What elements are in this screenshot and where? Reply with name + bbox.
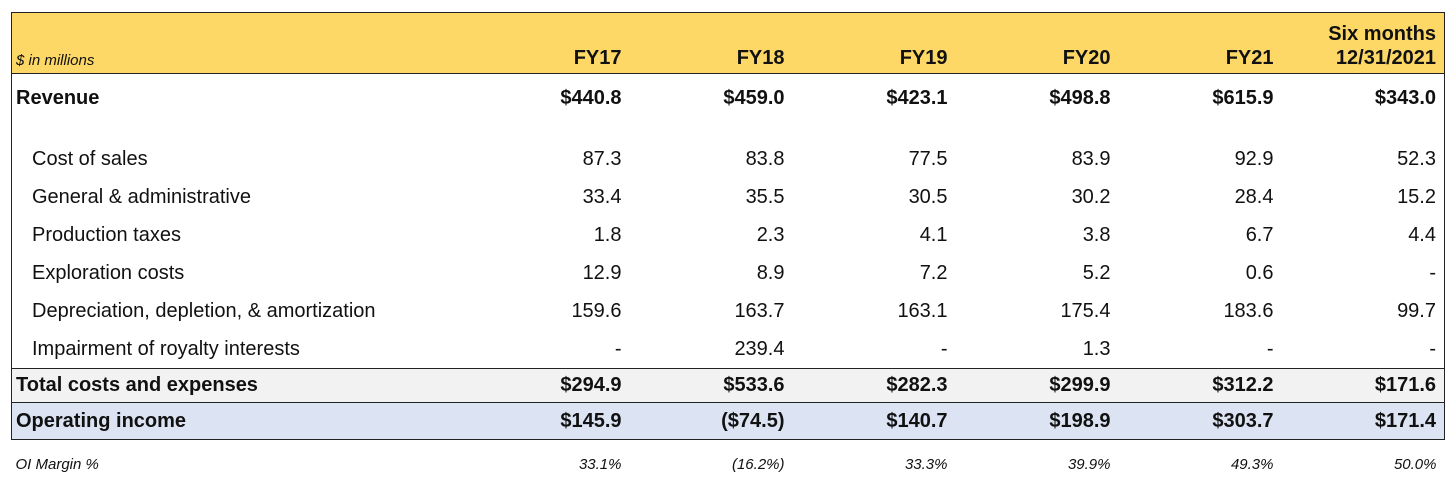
cell-value: 30.2: [1071, 186, 1111, 208]
margin-value: 50.0%: [1393, 456, 1437, 474]
header-row: $ in millions FY17 FY18 FY19 FY20 FY21 S…: [11, 12, 1445, 74]
spacer-row: [11, 118, 1445, 141]
col-header-fy17: FY17: [466, 12, 630, 74]
row-label: Total costs and expenses: [11, 368, 467, 403]
cell-value: -: [1266, 337, 1274, 360]
cell-value: 83.9: [1071, 148, 1111, 170]
operating-income-value: $140.7: [792, 402, 956, 440]
cell-value: 183.6: [1223, 300, 1274, 322]
cell-value: 1.8: [593, 224, 622, 246]
cell-value: 5.2: [1082, 262, 1111, 284]
cell-value: 99.7: [1281, 292, 1445, 331]
col-header-fy18: FY18: [629, 12, 793, 74]
cell-value: 92.9: [1234, 148, 1274, 170]
col-header-fy21: FY21: [1118, 12, 1282, 74]
operating-income-value: $145.9: [466, 402, 630, 440]
operating-income-value: $198.9: [955, 402, 1119, 440]
margin-value: 33.3%: [904, 456, 948, 474]
total-value: $533.6: [629, 368, 793, 403]
margin-value: 39.9%: [1067, 456, 1111, 474]
cell-value: 6.7: [1245, 224, 1274, 246]
row-label: Impairment of royalty interests: [11, 330, 467, 369]
revenue-value: $343.0: [1281, 73, 1445, 119]
revenue-value: $615.9: [1212, 87, 1274, 109]
row-label: Production taxes: [11, 216, 467, 255]
cell-value: 239.4: [734, 337, 785, 360]
cell-value: -: [1281, 330, 1445, 369]
total-value: $171.6: [1281, 368, 1445, 403]
cell-value: 175.4: [1060, 300, 1111, 322]
cell-value: -: [1281, 254, 1445, 293]
table-row: General & administrative 33.4 35.5 30.5 …: [11, 178, 1445, 217]
table-row: Cost of sales 87.3 83.8 77.5 83.9 92.9 5…: [11, 140, 1445, 179]
total-value: $312.2: [1118, 368, 1282, 403]
row-label: OI Margin %: [15, 456, 99, 474]
revenue-value: $440.8: [560, 87, 622, 109]
row-label: Cost of sales: [11, 140, 467, 179]
table-row: Production taxes 1.8 2.3 4.1 3.8 6.7 4.4: [11, 216, 1445, 255]
total-value: $294.9: [466, 368, 630, 403]
margin-value: 33.1%: [578, 456, 622, 474]
cell-value: -: [614, 337, 622, 360]
cell-value: 1.3: [1082, 337, 1111, 360]
cell-value: 77.5: [908, 148, 948, 170]
revenue-row: Revenue $440.8 $459.0 $423.1 $498.8 $615…: [11, 73, 1445, 119]
cell-value: 7.2: [919, 262, 948, 284]
six-months-line1: Six months: [1328, 23, 1436, 45]
revenue-value: $423.1: [886, 87, 948, 109]
cell-value: 2.3: [756, 224, 785, 246]
income-statement-table: $ in millions FY17 FY18 FY19 FY20 FY21 S…: [11, 12, 1445, 490]
cell-value: 4.4: [1281, 216, 1445, 255]
row-label: Exploration costs: [11, 254, 467, 293]
table-row: Impairment of royalty interests - 239.4 …: [11, 330, 1445, 369]
row-label: Revenue: [11, 73, 467, 119]
margin-value: 49.3%: [1230, 456, 1274, 474]
total-value: $299.9: [955, 368, 1119, 403]
cell-value: 12.9: [582, 262, 622, 284]
cell-value: 163.1: [897, 300, 948, 322]
table-row: Exploration costs 12.9 8.9 7.2 5.2 0.6 -: [11, 254, 1445, 293]
cell-value: -: [940, 337, 948, 360]
six-months-header: Six months 12/31/2021: [1328, 22, 1436, 70]
table-row: Depreciation, depletion, & amortization …: [11, 292, 1445, 331]
cell-value: 8.9: [756, 262, 785, 284]
cell-value: 87.3: [582, 148, 622, 170]
cell-value: 3.8: [1082, 224, 1111, 246]
cell-value: 163.7: [734, 300, 785, 322]
cell-value: 4.1: [919, 224, 948, 246]
cell-value: 0.6: [1245, 262, 1274, 284]
revenue-value: $459.0: [723, 87, 785, 109]
cell-value: 159.6: [571, 300, 622, 322]
row-label: Depreciation, depletion, & amortization: [11, 292, 467, 331]
six-months-line2: 12/31/2021: [1335, 47, 1436, 69]
revenue-value: $498.8: [1049, 87, 1111, 109]
total-costs-row: Total costs and expenses $294.9 $533.6 $…: [11, 368, 1445, 403]
oi-margin-row: OI Margin % 33.1% (16.2%) 33.3% 39.9% 49…: [12, 440, 1445, 490]
row-label: General & administrative: [11, 178, 467, 217]
margin-value: (16.2%): [731, 456, 785, 474]
operating-income-value: ($74.5): [629, 402, 793, 440]
operating-income-value: $171.4: [1281, 402, 1445, 440]
cell-value: 83.8: [745, 148, 785, 170]
operating-income-value: $303.7: [1118, 402, 1282, 440]
cell-value: 30.5: [908, 186, 948, 208]
col-header-fy19: FY19: [792, 12, 956, 74]
cell-value: 52.3: [1281, 140, 1445, 179]
cell-value: 35.5: [745, 186, 785, 208]
cell-value: 33.4: [582, 186, 622, 208]
row-label: Operating income: [11, 402, 467, 440]
total-value: $282.3: [792, 368, 956, 403]
col-header-fy20: FY20: [955, 12, 1119, 74]
unit-label: $ in millions: [11, 12, 467, 74]
operating-income-row: Operating income $145.9 ($74.5) $140.7 $…: [11, 402, 1445, 440]
cell-value: 28.4: [1234, 186, 1274, 208]
cell-value: 15.2: [1281, 178, 1445, 217]
col-header-six-months: Six months 12/31/2021: [1281, 12, 1445, 74]
